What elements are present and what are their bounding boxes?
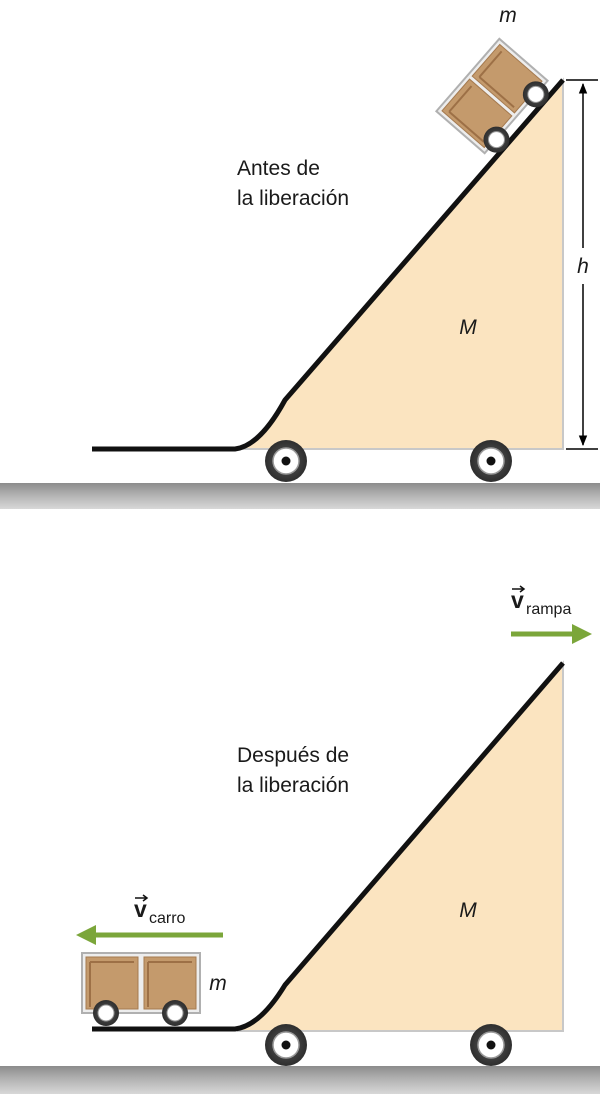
caption-after-line1: Después de [237, 744, 349, 767]
ground-bottom [0, 1066, 600, 1094]
cart-mass-label-bottom: m [209, 972, 227, 995]
ramp-track-top [92, 78, 565, 452]
caption-before-line2: la liberación [237, 187, 349, 210]
ramp-wheel-left-top [265, 440, 307, 482]
cart-wheel-bottom-right [162, 1000, 188, 1026]
ramp-wheel-right-bottom [470, 1024, 512, 1066]
cart-velocity-symbol: v [134, 896, 147, 922]
ramp-wheel-left-bottom [265, 1024, 307, 1066]
ground-top [0, 483, 600, 509]
ramp-velocity-label: v rampa [511, 585, 571, 618]
ramp-mass-label-top: M [459, 316, 477, 339]
ramp-mass-label-bottom: M [459, 899, 477, 922]
cart-top [434, 37, 550, 155]
ramp-velocity-symbol: v [511, 587, 524, 613]
before-release-panel: h M Antes de la liberación m [0, 4, 600, 509]
cart-mass-label-top: m [499, 4, 517, 27]
caption-after-line2: la liberación [237, 774, 349, 797]
ramp-wheel-right-top [470, 440, 512, 482]
height-label: h [577, 255, 589, 278]
cart-wheel-top-b [522, 81, 549, 108]
ramp-velocity-vector-arrow [512, 585, 526, 593]
cart-bottom [81, 952, 201, 1026]
cart-velocity-label: v carro [134, 894, 186, 927]
ramp-track-bottom [92, 661, 565, 1032]
cart-wheel-bottom-left [93, 1000, 119, 1026]
ramp-velocity-subscript: rampa [526, 601, 571, 618]
cart-velocity-vector-arrow [135, 894, 149, 902]
caption-before-line1: Antes de [237, 157, 320, 180]
cart-velocity-subscript: carro [149, 910, 186, 927]
after-release-panel: M Después de la liberación v rampa v car… [0, 585, 600, 1094]
cart-wheel-top-a [483, 126, 510, 153]
